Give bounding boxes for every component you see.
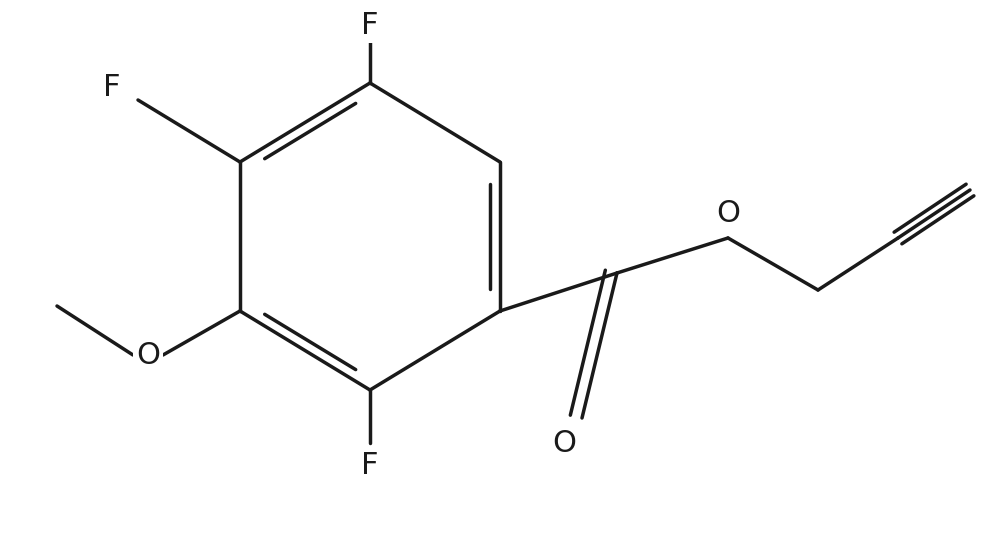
Text: O: O bbox=[716, 199, 740, 227]
Text: O: O bbox=[552, 428, 576, 458]
Text: F: F bbox=[103, 73, 121, 103]
Text: F: F bbox=[361, 10, 379, 40]
Text: F: F bbox=[361, 450, 379, 480]
Text: O: O bbox=[136, 341, 160, 369]
